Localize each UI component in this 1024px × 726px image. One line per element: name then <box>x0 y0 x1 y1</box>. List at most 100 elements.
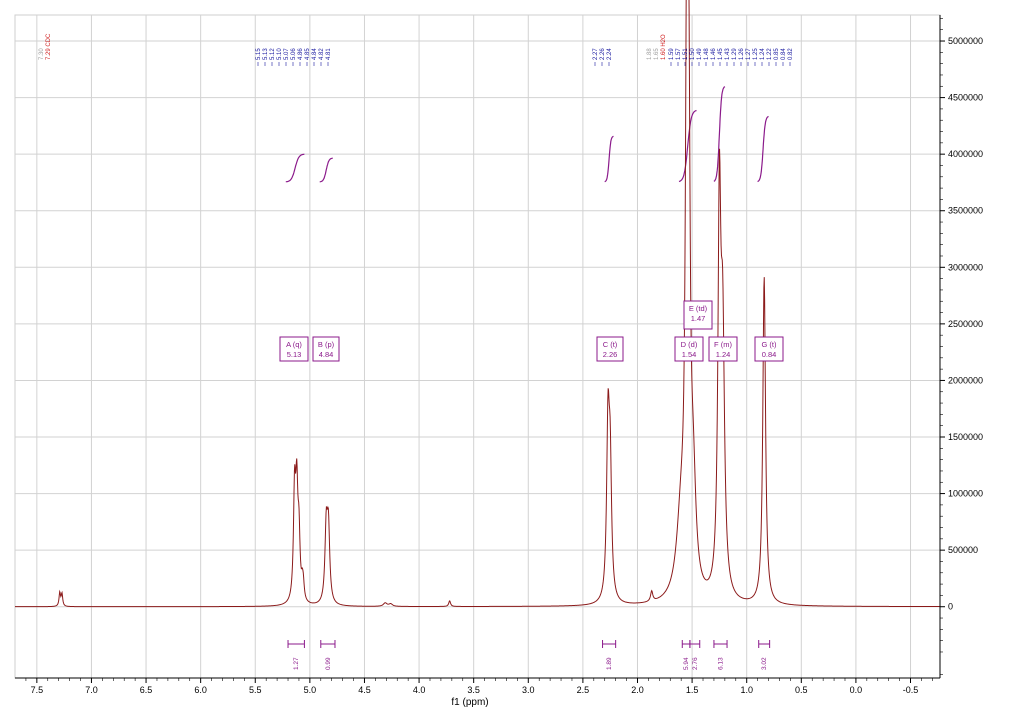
multiplet-boxes: A (q)5.13 B (p)4.84 C (t)2.26 D (d)1.54 E (t… <box>279 300 784 362</box>
peak-pick-label: 4.85 <box>305 48 311 60</box>
peak-pick-label: 1.24 <box>760 48 766 60</box>
multiplet-box <box>279 336 309 362</box>
multiplet-shift: 0.84 <box>762 350 777 359</box>
x-tick-label: 2.5 <box>577 685 590 695</box>
x-tick-label: -0.5 <box>903 685 919 695</box>
y-tick-label: 2000000 <box>948 375 983 385</box>
multiplet-box <box>754 336 784 362</box>
multiplet-shift: 1.47 <box>691 314 706 323</box>
x-tick-label: 0.5 <box>795 685 808 695</box>
multiplet-shift: 2.26 <box>603 350 618 359</box>
integral-value: 1.89 <box>606 657 613 670</box>
peak-pick-label: 2.26 <box>600 48 606 60</box>
integral-curve-f <box>713 86 726 182</box>
multiplet-box <box>708 336 738 362</box>
multiplet-label: D (d) <box>681 340 698 349</box>
multiplet-box <box>683 300 713 330</box>
y-tick-label: 3500000 <box>948 206 983 216</box>
x-tick-label: 1.5 <box>686 685 699 695</box>
peak-pick-label: 4.82 <box>319 48 325 60</box>
peak-pick-label: 5.13 <box>263 48 269 60</box>
peak-pick-label: 1.45 <box>718 48 724 60</box>
multiplet-shift: 5.13 <box>287 350 302 359</box>
integral-bars: 1.27 0.99 1.89 5.94 2.76 6.13 3.02 <box>287 640 771 670</box>
peak-pick-label: 4.86 <box>298 48 304 60</box>
x-tick-label: 4.0 <box>413 685 426 695</box>
x-tick-label: 1.0 <box>740 685 753 695</box>
x-tick-label: 4.5 <box>358 685 371 695</box>
integral-value: 5.94 <box>683 657 690 670</box>
peak-pick-labels: 5.15 5.13 5.12 5.10 5.07 5.06 4.86 4.85 4.84 4.82… <box>39 33 794 66</box>
y-axis: 5000000450000040000003500000300000025000… <box>939 15 983 678</box>
y-tick-label: 4000000 <box>948 149 983 159</box>
x-tick-label: 0.0 <box>850 685 863 695</box>
peak-pick-label: 1.49 <box>697 48 703 60</box>
peak-pick-label: 5.12 <box>270 48 276 60</box>
x-tick-label: 6.5 <box>140 685 153 695</box>
peak-pick-label: 5.15 <box>256 48 262 60</box>
peak-pick-label: 2.27 <box>593 48 599 60</box>
peak-pick-label: 1.43 <box>725 48 731 60</box>
integral-curve-b <box>319 157 333 183</box>
peak-pick-label: 2.24 <box>607 48 613 60</box>
x-axis: 7.5 7.0 6.5 6.0 5.5 5.0 4.5 4.0 3.5 3.0 2.5 2.0 1.5 1… <box>15 677 940 695</box>
peak-pick-label: 0.85 <box>774 48 780 60</box>
multiplet-shift: 4.84 <box>319 350 334 359</box>
y-tick-label: 1500000 <box>948 432 983 442</box>
integral-curve-g <box>757 115 769 183</box>
peak-pick-label: 1.46 <box>711 48 717 60</box>
peak-pick-label-gray: 1.88 <box>647 48 653 60</box>
x-tick-label: 7.5 <box>31 685 44 695</box>
integral-value: 3.02 <box>761 657 768 670</box>
multiplet-shift: 1.54 <box>682 350 697 359</box>
peak-pick-label: 1.25 <box>753 48 759 60</box>
peak-pick-label: 5.07 <box>284 48 290 60</box>
integral-curve-c <box>604 135 614 183</box>
peak-pick-label: 1.22 <box>767 48 773 60</box>
peak-pick-label-gray: 7.30 <box>39 48 45 60</box>
peak-pick-label: 0.82 <box>788 48 794 60</box>
peak-pick-label: 1.26 <box>739 48 745 60</box>
y-tick-label: 3000000 <box>948 262 983 272</box>
y-tick-label: 0 <box>948 602 953 612</box>
multiplet-label: G (t) <box>762 340 777 349</box>
peak-pick-label: 4.81 <box>326 48 332 60</box>
peak-pick-label: 1.57 <box>676 48 682 60</box>
y-tick-label: 500000 <box>948 545 978 555</box>
multiplet-label: A (q) <box>286 340 302 349</box>
integral-curve-a <box>285 153 305 183</box>
integral-curves <box>285 86 769 183</box>
integral-value: 0.99 <box>325 657 332 670</box>
multiplet-label: C (t) <box>603 340 618 349</box>
peak-pick-label: 1.51 <box>683 48 689 60</box>
peak-pick-label: 1.27 <box>746 48 752 60</box>
peak-pick-label-water: 1.60 H2O <box>661 34 667 60</box>
peak-pick-label: 1.48 <box>704 48 710 60</box>
integral-value: 2.76 <box>692 657 699 670</box>
peak-pick-label: 1.29 <box>732 48 738 60</box>
y-tick-label: 4500000 <box>948 93 983 103</box>
spectrum-line <box>15 0 940 608</box>
multiplet-shift: 1.24 <box>716 350 731 359</box>
x-tick-label: 5.5 <box>249 685 262 695</box>
multiplet-label: B (p) <box>318 340 335 349</box>
y-tick-label: 1000000 <box>948 489 983 499</box>
multiplet-box <box>674 336 704 362</box>
multiplet-label: F (m) <box>714 340 732 349</box>
x-tick-label: 6.0 <box>194 685 207 695</box>
x-tick-label: 3.5 <box>467 685 480 695</box>
peak-pick-label: 5.10 <box>277 48 283 60</box>
x-tick-label: 7.0 <box>85 685 98 695</box>
integral-value: 1.27 <box>293 657 300 670</box>
multiplet-label: E (td) <box>689 304 708 313</box>
x-axis-title: f1 (ppm) <box>451 697 488 708</box>
integral-curve-de <box>678 109 697 183</box>
peak-pick-label-gray: 1.65 <box>654 48 660 60</box>
x-tick-label: 2.0 <box>631 685 644 695</box>
x-tick-label: 5.0 <box>304 685 317 695</box>
multiplet-box <box>312 336 340 362</box>
integral-value: 6.13 <box>717 657 724 670</box>
multiplet-box <box>596 336 624 362</box>
peak-pick-label: 5.06 <box>291 48 297 60</box>
